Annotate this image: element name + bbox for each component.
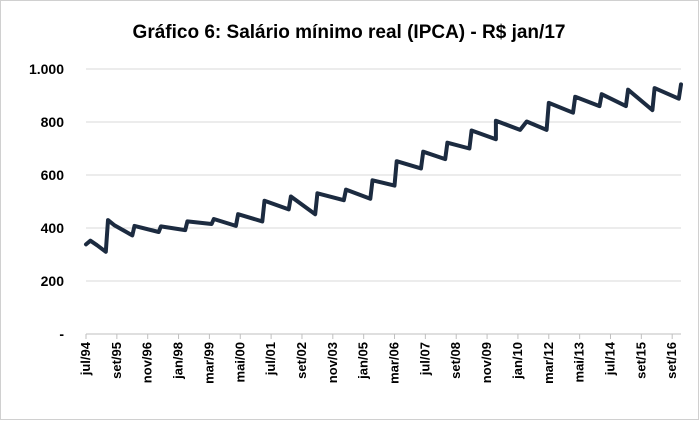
x-tick-label: jan/98 [171, 342, 186, 380]
series-layer [84, 82, 683, 254]
x-tick-label: nov/96 [140, 342, 155, 383]
x-tick-label: nov/09 [479, 342, 494, 383]
x-tick-label: set/15 [633, 342, 648, 379]
x-tick-label: mar/06 [387, 342, 402, 384]
y-tick-label: 1.000 [29, 61, 64, 77]
x-tick-label: set/02 [294, 342, 309, 379]
x-tick-label: nov/03 [325, 342, 340, 383]
x-tick-label: mar/12 [541, 342, 556, 384]
x-tick-label: set/08 [448, 342, 463, 379]
y-axis-ticks: - 200 400 600 800 1.000 [29, 61, 64, 342]
y-tick-label: 400 [41, 220, 65, 236]
gridlines [86, 68, 681, 282]
x-tick-label: jul/01 [263, 342, 278, 376]
x-tick-label: jan/10 [510, 342, 525, 380]
x-tick-label: mai/13 [572, 342, 587, 382]
x-tick-label: jan/05 [356, 342, 371, 380]
x-tick-label: jul/14 [602, 341, 617, 376]
x-tick-label: mar/99 [201, 342, 216, 384]
x-tick-label: set/16 [664, 342, 679, 379]
series-line [84, 82, 683, 254]
x-axis-ticks: jul/94 set/95 nov/96 jan/98 mar/99 mai/00 jul/… [78, 334, 679, 384]
y-tick-label: - [59, 326, 64, 342]
x-tick-label: set/95 [109, 342, 124, 379]
y-tick-label: 200 [41, 273, 65, 289]
chart-title: Gráfico 6: Salário mínimo real (IPCA) - … [133, 22, 566, 43]
x-tick-label: jul/94 [78, 341, 93, 376]
y-tick-label: 800 [41, 114, 65, 130]
x-tick-label: mai/00 [232, 342, 247, 382]
y-tick-label: 600 [41, 167, 65, 183]
x-tick-label: jul/07 [417, 342, 432, 376]
